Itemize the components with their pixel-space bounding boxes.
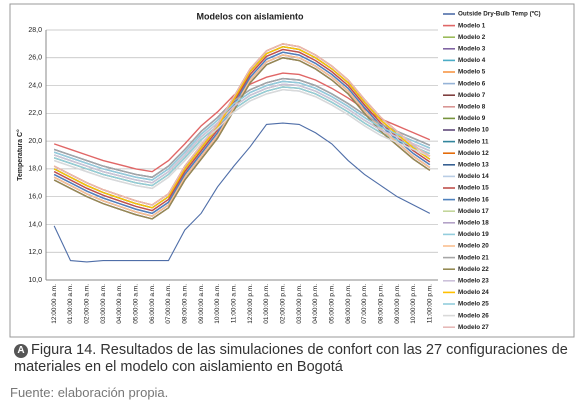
chart: Modelos con aislamiento Temperatura C° 1… bbox=[9, 3, 575, 338]
y-axis-label: Temperatura C° bbox=[16, 129, 24, 181]
legend-label: Modelo 15 bbox=[458, 185, 489, 192]
legend-label: Modelo 20 bbox=[458, 243, 489, 250]
y-tick-label: 12,0 bbox=[28, 249, 42, 256]
x-tick-label: 07:00:00 p.m. bbox=[361, 284, 368, 324]
x-tick-label: 01:00:00 p.m. bbox=[263, 284, 270, 324]
legend-label: Modelo 10 bbox=[458, 127, 489, 134]
x-tick-label: 03:00:00 a.m. bbox=[100, 284, 107, 324]
x-tick-label: 12:00:00 p.m. bbox=[247, 284, 254, 324]
series-line bbox=[53, 48, 431, 212]
x-tick-label: 07:00:00 a.m. bbox=[165, 284, 172, 324]
legend-label: Modelo 17 bbox=[458, 208, 489, 215]
series-line bbox=[53, 45, 431, 209]
legend-label: Modelo 11 bbox=[458, 138, 489, 145]
x-tick-label: 02:00:00 a.m. bbox=[84, 284, 91, 324]
x-tick-label: 06:00:00 a.m. bbox=[149, 284, 156, 324]
legend-label: Modelo 8 bbox=[458, 103, 486, 110]
x-tick-label: 04:00:00 p.m. bbox=[312, 284, 319, 324]
legend-label: Modelo 14 bbox=[458, 173, 489, 180]
legend-label: Modelo 2 bbox=[458, 34, 486, 41]
series-line bbox=[53, 83, 431, 184]
y-tick-label: 14,0 bbox=[28, 221, 42, 228]
series-line bbox=[53, 43, 431, 206]
y-tick-label: 24,0 bbox=[28, 82, 42, 89]
legend-label: Outside Dry-Bulb Temp (ºC) bbox=[458, 11, 541, 18]
legend-label: Modelo 25 bbox=[458, 301, 489, 308]
caption: A Figura 14. Resultados de las simulacion… bbox=[14, 342, 574, 376]
y-tick-label: 22,0 bbox=[28, 110, 42, 117]
legend-label: Modelo 9 bbox=[458, 115, 486, 122]
x-tick-label: 05:00:00 p.m. bbox=[329, 284, 336, 324]
x-tick-label: 04:00:00 a.m. bbox=[116, 284, 123, 324]
x-tick-label: 10:00:00 p.m. bbox=[410, 284, 417, 324]
x-tick-label: 01:00:00 a.m. bbox=[67, 284, 74, 324]
series-line bbox=[53, 54, 431, 217]
legend-label: Modelo 27 bbox=[458, 324, 489, 331]
x-tick-label: 02:00:00 p.m. bbox=[280, 284, 287, 324]
legend-label: Modelo 7 bbox=[458, 92, 486, 99]
y-tick-label: 28,0 bbox=[28, 27, 42, 34]
legend-label: Modelo 26 bbox=[458, 312, 489, 319]
x-tick-label: 05:00:00 a.m. bbox=[133, 284, 140, 324]
legend-label: Modelo 18 bbox=[458, 219, 489, 226]
y-tick-label: 10,0 bbox=[28, 277, 42, 284]
x-tick-label: 10:00:00 a.m. bbox=[214, 284, 221, 324]
y-tick-label: 26,0 bbox=[28, 55, 42, 62]
legend-label: Modelo 24 bbox=[458, 289, 489, 296]
x-tick-label: 09:00:00 p.m. bbox=[394, 284, 401, 324]
x-tick-label: 12:00:00 a.m. bbox=[51, 284, 58, 324]
legend-label: Modelo 5 bbox=[458, 69, 486, 76]
legend-label: Modelo 19 bbox=[458, 231, 489, 238]
y-tick-label: 18,0 bbox=[28, 166, 42, 173]
chart-title: Modelos con aislamiento bbox=[196, 11, 304, 21]
legend-label: Modelo 23 bbox=[458, 277, 489, 284]
x-tick-label: 08:00:00 a.m. bbox=[182, 284, 189, 324]
legend-label: Modelo 6 bbox=[458, 80, 486, 87]
series-line bbox=[53, 51, 431, 215]
caption-badge: A bbox=[14, 344, 28, 358]
caption-text: Figura 14. Resultados de las simulacione… bbox=[14, 342, 568, 375]
series-line bbox=[53, 57, 431, 220]
legend-label: Modelo 21 bbox=[458, 254, 489, 261]
x-tick-label: 09:00:00 a.m. bbox=[198, 284, 205, 324]
legend-label: Modelo 13 bbox=[458, 161, 489, 168]
legend-label: Modelo 12 bbox=[458, 150, 489, 157]
x-tick-label: 03:00:00 p.m. bbox=[296, 284, 303, 324]
y-tick-label: 20,0 bbox=[28, 138, 42, 145]
x-tick-label: 11:00:00 a.m. bbox=[231, 284, 238, 323]
y-tick-label: 16,0 bbox=[28, 194, 42, 201]
legend-label: Modelo 3 bbox=[458, 45, 486, 52]
legend-label: Modelo 16 bbox=[458, 196, 489, 203]
legend-label: Modelo 22 bbox=[458, 266, 489, 273]
x-tick-label: 06:00:00 p.m. bbox=[345, 284, 352, 324]
x-tick-label: 11:00:00 p.m. bbox=[427, 284, 434, 323]
series-line bbox=[53, 86, 431, 187]
series-line bbox=[53, 89, 431, 190]
legend-label: Modelo 1 bbox=[458, 22, 486, 29]
legend-label: Modelo 4 bbox=[458, 57, 486, 64]
x-tick-label: 08:00:00 p.m. bbox=[378, 284, 385, 324]
source: Fuente: elaboración propia. bbox=[10, 385, 169, 400]
series-line bbox=[53, 80, 431, 181]
series-line bbox=[53, 122, 431, 263]
